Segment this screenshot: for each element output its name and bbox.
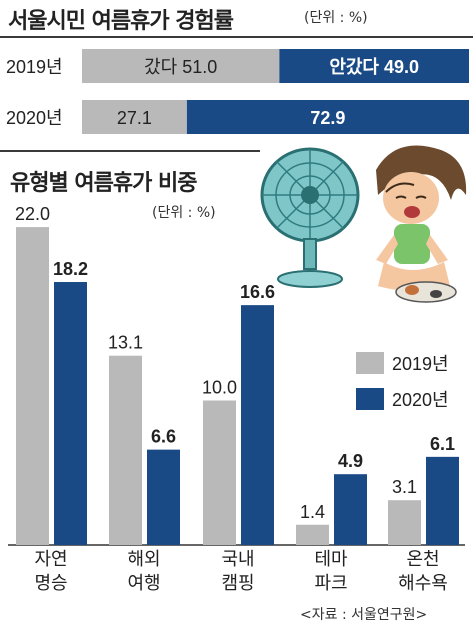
category-label-2-0: 국내 — [221, 549, 254, 569]
category-label-3-1: 파크 — [314, 573, 347, 593]
middle-divider — [0, 150, 260, 152]
category-label-4-1: 해수욕 — [398, 573, 448, 593]
bar-2020-4 — [426, 456, 459, 545]
category-label-0-1: 명승 — [34, 573, 67, 593]
value-label-2019-3: 1.4 — [300, 502, 325, 522]
legend-swatch-0 — [356, 352, 384, 374]
bar-2019-2 — [203, 400, 236, 545]
category-label-0-0: 자연 — [34, 549, 67, 569]
top-divider — [0, 36, 473, 38]
category-label-3-0: 테마 — [314, 549, 348, 569]
year-label-1: 2020년 — [6, 108, 63, 128]
value-label-2020-3: 4.9 — [338, 451, 363, 471]
value-label-2020-1: 6.6 — [151, 427, 176, 447]
bottom-chart-unit: (단위 : %) — [152, 205, 216, 221]
electric-fan-illustration — [260, 147, 360, 288]
value-label-2020-0: 18.2 — [53, 259, 88, 279]
bottom-chart-title: 유형별 여름휴가 비중 — [10, 171, 197, 196]
bar-2019-0 — [16, 227, 49, 545]
category-label-1-0: 해외 — [127, 549, 160, 569]
value-label-2020-4: 6.1 — [430, 434, 455, 454]
top-stacked-bar-chart: 2019년 갔다 51.0 안갔다 49.0 2020년 27.1 72.9 — [6, 49, 469, 134]
value-label-2020-2: 16.6 — [240, 282, 275, 302]
bar-went-1 — [82, 100, 187, 134]
bar-2020-3 — [334, 474, 367, 545]
bar-2019-3 — [296, 524, 329, 545]
category-label-2-1: 캠핑 — [221, 573, 254, 593]
category-label-4-0: 온천 — [406, 549, 439, 569]
bar-notwent-1 — [186, 100, 469, 134]
value-label-2019-2: 10.0 — [202, 378, 237, 398]
bar-notwent-0 — [279, 49, 469, 83]
legend-label-1: 2020년 — [392, 390, 449, 410]
bar-2020-2 — [241, 305, 274, 545]
bar-went-0 — [82, 49, 280, 83]
label-went-1: 27.1 — [117, 108, 152, 128]
legend-swatch-1 — [356, 388, 384, 410]
source-note: <자료 : 서울연구원> — [300, 607, 428, 623]
girl-cooling-illustration — [376, 145, 467, 303]
label-notwent-0: 안갔다 49.0 — [329, 57, 419, 77]
label-went-0: 갔다 51.0 — [144, 57, 217, 77]
top-chart-title: 서울시민 여름휴가 경험률 — [8, 9, 234, 34]
top-chart-unit: (단위 : %) — [304, 10, 368, 26]
value-label-2019-1: 13.1 — [108, 333, 143, 353]
year-label-0: 2019년 — [6, 57, 63, 77]
legend-label-0: 2019년 — [392, 354, 449, 374]
value-label-2019-0: 22.0 — [15, 204, 50, 224]
bar-2019-4 — [388, 500, 421, 545]
category-label-1-1: 여행 — [127, 573, 160, 593]
bar-2020-1 — [147, 449, 180, 545]
label-notwent-1: 72.9 — [310, 108, 345, 128]
value-label-2019-4: 3.1 — [392, 477, 417, 497]
bar-2020-0 — [54, 282, 87, 545]
bar-2019-1 — [109, 355, 142, 545]
